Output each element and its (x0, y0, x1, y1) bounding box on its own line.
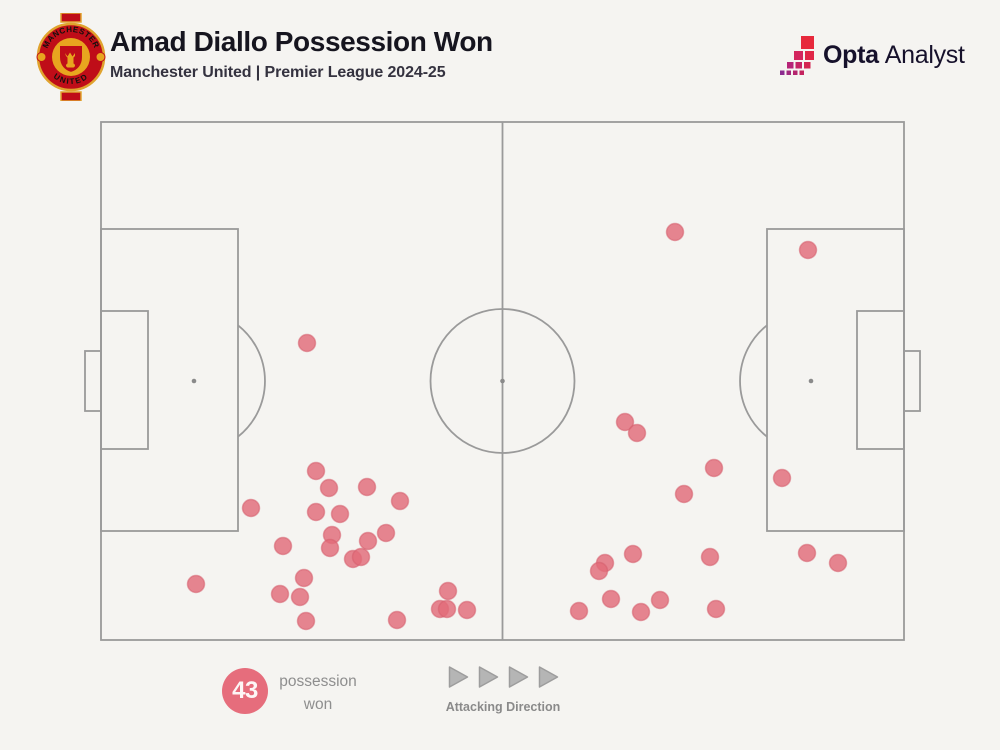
possession-dot (296, 611, 316, 631)
possession-dot (650, 590, 670, 610)
possession-dot (569, 601, 589, 621)
possession-dot (306, 461, 326, 481)
arrow-right-icon (508, 666, 528, 688)
brand-name-regular: Analyst (884, 41, 965, 69)
possession-dot (306, 502, 326, 522)
possession-dot (273, 536, 293, 556)
possession-dot (706, 599, 726, 619)
possession-dots (186, 222, 848, 631)
right-penalty-box (766, 228, 905, 532)
possession-dot (351, 547, 371, 567)
crest-devil-figure (65, 52, 75, 68)
attacking-direction-arrows (440, 665, 566, 689)
possession-dot (320, 538, 340, 558)
possession-dot (290, 587, 310, 607)
center-circle (429, 308, 576, 454)
possession-dot (330, 504, 350, 524)
possession-dot (828, 553, 848, 573)
left-penalty-spot (191, 378, 197, 384)
possession-dot (623, 544, 643, 564)
page-title: Amad Diallo Possession Won (110, 26, 493, 57)
left-penalty-arc (237, 324, 266, 438)
crest-bottom-device (60, 91, 82, 101)
possession-dot (297, 333, 317, 353)
possession-dot (797, 543, 817, 563)
arrow-right-icon (448, 666, 468, 688)
possession-dot (376, 523, 396, 543)
possession-dot (294, 568, 314, 588)
brand-name-bold: Opta (823, 41, 879, 69)
crest-top-device (60, 13, 82, 23)
possession-dot (665, 222, 685, 242)
crest-ball-left (36, 52, 47, 62)
left-penalty-box (100, 228, 239, 532)
possession-dot (319, 478, 339, 498)
left-six-yard-box (100, 310, 149, 450)
stat-badge: 43 (222, 668, 268, 714)
possession-dot (358, 531, 378, 551)
possession-dot (601, 589, 621, 609)
opta-logo-mark (780, 36, 814, 75)
possession-dot (390, 491, 410, 511)
right-penalty-spot (808, 378, 814, 384)
page-subtitle: Manchester United | Premier League 2024-… (110, 64, 446, 81)
arrow-right-icon (538, 666, 558, 688)
possession-dot (772, 468, 792, 488)
possession-dot (457, 600, 477, 620)
right-penalty-arc (739, 324, 768, 438)
possession-dot (798, 240, 818, 260)
stat-value: 43 (232, 677, 258, 704)
man-united-crest: MANCHESTER UNITED (36, 13, 106, 101)
attacking-direction: Attacking Direction (440, 665, 566, 714)
possession-dot (704, 458, 724, 478)
possession-dot (241, 498, 261, 518)
possession-dot (387, 610, 407, 630)
possession-dot (700, 547, 720, 567)
left-goal (84, 350, 102, 412)
possession-dot (437, 599, 457, 619)
possession-dot (674, 484, 694, 504)
attacking-direction-label: Attacking Direction (445, 700, 561, 714)
possession-dot (589, 561, 609, 581)
center-spot (500, 378, 505, 384)
possession-dot (186, 574, 206, 594)
right-six-yard-box (856, 310, 905, 450)
possession-dot (627, 423, 647, 443)
possession-dot (615, 412, 635, 432)
possession-dot (357, 477, 377, 497)
possession-dot (438, 581, 458, 601)
crest-ball-right (95, 52, 106, 62)
opta-analyst-logo: Opta Analyst (780, 36, 965, 75)
possession-dot (270, 584, 290, 604)
possession-dot (631, 602, 651, 622)
arrow-right-icon (478, 666, 498, 688)
right-goal (903, 350, 921, 412)
stat-label: possession won (279, 673, 357, 713)
